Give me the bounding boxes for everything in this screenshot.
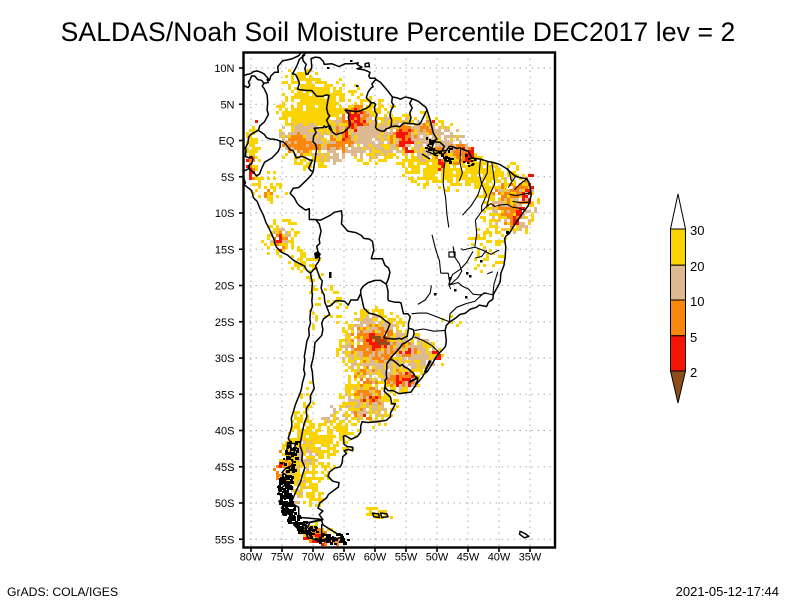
svg-text:15S: 15S bbox=[215, 244, 235, 256]
svg-text:10N: 10N bbox=[214, 63, 234, 75]
svg-text:70W: 70W bbox=[302, 552, 325, 564]
svg-text:10S: 10S bbox=[215, 208, 235, 220]
svg-text:5: 5 bbox=[690, 330, 697, 345]
svg-text:2021-05-12-17:44: 2021-05-12-17:44 bbox=[676, 584, 779, 599]
svg-text:35W: 35W bbox=[519, 552, 542, 564]
svg-text:25S: 25S bbox=[215, 317, 235, 329]
svg-text:20: 20 bbox=[690, 259, 704, 274]
svg-text:30S: 30S bbox=[215, 353, 235, 365]
svg-text:35S: 35S bbox=[215, 389, 235, 401]
svg-text:45S: 45S bbox=[215, 462, 235, 474]
svg-text:EQ: EQ bbox=[219, 136, 235, 148]
svg-text:GrADS: COLA/IGES: GrADS: COLA/IGES bbox=[7, 585, 118, 599]
svg-text:2: 2 bbox=[690, 365, 697, 380]
svg-text:40S: 40S bbox=[215, 426, 235, 438]
svg-text:20S: 20S bbox=[215, 281, 235, 293]
svg-text:5S: 5S bbox=[221, 172, 234, 184]
svg-text:55S: 55S bbox=[215, 534, 235, 546]
svg-text:SALDAS/Noah Soil Moisture Perc: SALDAS/Noah Soil Moisture Percentile DEC… bbox=[61, 17, 736, 47]
svg-text:30: 30 bbox=[690, 223, 704, 238]
svg-text:75W: 75W bbox=[271, 552, 294, 564]
svg-text:80W: 80W bbox=[240, 552, 263, 564]
svg-text:45W: 45W bbox=[457, 552, 480, 564]
svg-text:40W: 40W bbox=[488, 552, 511, 564]
svg-text:10: 10 bbox=[690, 294, 704, 309]
svg-text:50W: 50W bbox=[426, 552, 449, 564]
svg-text:50S: 50S bbox=[215, 498, 235, 510]
svg-text:5N: 5N bbox=[220, 99, 234, 111]
svg-text:55W: 55W bbox=[395, 552, 418, 564]
svg-text:60W: 60W bbox=[364, 552, 387, 564]
svg-text:65W: 65W bbox=[333, 552, 356, 564]
